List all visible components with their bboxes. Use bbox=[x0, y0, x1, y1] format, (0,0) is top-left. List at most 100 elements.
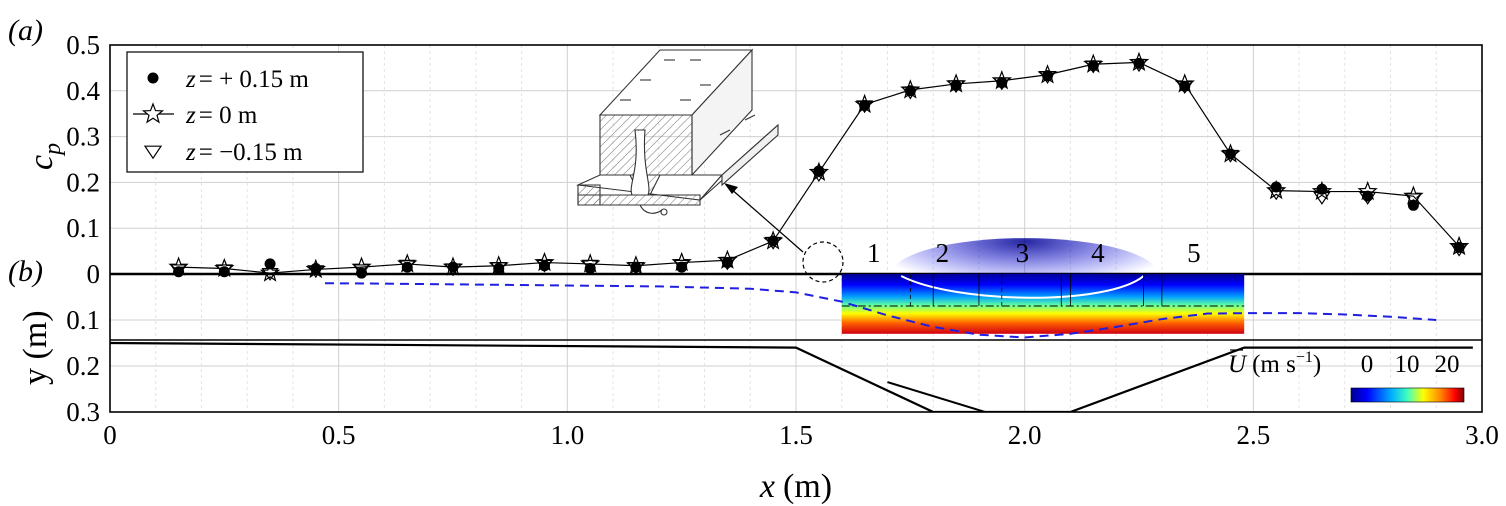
channel-wall-detail bbox=[887, 381, 989, 412]
marker-open-star bbox=[1357, 180, 1378, 201]
marker-filled-circle bbox=[584, 263, 596, 275]
marker-open-triangle bbox=[169, 264, 188, 278]
colorbar-tick-label: 20 bbox=[1435, 351, 1460, 378]
zoom-arrow-head bbox=[724, 183, 738, 194]
marker-open-star bbox=[168, 256, 189, 276]
marker-open-triangle bbox=[1221, 149, 1240, 163]
marker-open-star bbox=[1174, 73, 1195, 93]
marker-open-triangle bbox=[1130, 59, 1148, 73]
marker-filled-circle bbox=[676, 261, 688, 273]
zoom-arrow-line bbox=[729, 187, 804, 253]
colorbar-symbol: U bbox=[1228, 351, 1248, 378]
y-tick-label-a: 0.4 bbox=[66, 76, 100, 106]
marker-open-triangle bbox=[1359, 191, 1377, 205]
colorbar-tick-label: 10 bbox=[1395, 351, 1420, 378]
marker-open-triangle bbox=[444, 263, 462, 277]
marker-filled-circle bbox=[1270, 181, 1282, 193]
marker-open-star bbox=[1403, 185, 1424, 205]
x-tick-label: 2.0 bbox=[1008, 420, 1042, 450]
x-tick-label: 1.5 bbox=[779, 420, 813, 450]
y-tick-label-a: 0.5 bbox=[66, 30, 100, 60]
channel-boundary bbox=[110, 341, 1473, 412]
marker-open-triangle bbox=[718, 257, 737, 271]
colorbar-label: U (m s−1) bbox=[1228, 349, 1321, 378]
marker-open-star bbox=[534, 251, 555, 272]
legend-label-symbol: z bbox=[185, 139, 196, 166]
y-tick-label-a: 0.1 bbox=[66, 213, 100, 243]
legend-marker-circle bbox=[147, 72, 159, 84]
marker-open-triangle bbox=[1176, 81, 1194, 95]
legend-label: z = 0 m bbox=[185, 102, 258, 129]
y-axis-b-title: y (m) bbox=[17, 310, 54, 385]
cp-subscript: p bbox=[40, 143, 66, 157]
zoom-circle bbox=[802, 241, 844, 283]
x-tick-label: 1.0 bbox=[550, 420, 584, 450]
marker-open-triangle bbox=[261, 267, 279, 281]
marker-open-triangle bbox=[764, 236, 782, 250]
panel-label-a: (a) bbox=[8, 14, 43, 47]
marker-open-triangle bbox=[947, 80, 965, 94]
inset-rail-illustration bbox=[575, 48, 779, 216]
panel-label-b: (b) bbox=[8, 255, 43, 288]
marker-open-triangle bbox=[307, 265, 325, 279]
legend-box bbox=[126, 51, 364, 173]
velocity-colormap bbox=[324, 238, 1437, 339]
colorbar-unit-exp: −1 bbox=[1296, 349, 1313, 366]
surface-profile-dashed bbox=[324, 282, 1437, 339]
y-axis-b-ticks: 0.1 0.2 0.3 bbox=[66, 305, 100, 427]
marker-open-triangle bbox=[490, 262, 508, 275]
marker-open-star bbox=[351, 256, 372, 276]
x-unit: (m) bbox=[783, 468, 832, 505]
marker-open-star bbox=[1448, 235, 1470, 256]
marker-filled-circle bbox=[813, 165, 825, 177]
y-axis-a-title: cp bbox=[23, 143, 66, 170]
colorbar: U (m s−1) 0 10 20 bbox=[1228, 349, 1465, 403]
cp-symbol: c bbox=[23, 155, 60, 170]
marker-open-triangle bbox=[1450, 243, 1468, 257]
colorbar-unit: (m s bbox=[1252, 351, 1296, 378]
y-tick-label-a: 0.3 bbox=[66, 122, 100, 152]
x-axis-ticks: 0 0.5 1.0 1.5 2.0 2.5 3.0 bbox=[103, 420, 1499, 450]
y-tick-label-b: 0.2 bbox=[66, 351, 100, 381]
plot-frame bbox=[109, 44, 1483, 413]
legend-label: z = + 0.15 m bbox=[185, 66, 309, 93]
marker-open-triangle bbox=[1038, 71, 1057, 84]
marker-open-triangle bbox=[352, 264, 371, 278]
x-tick-label: 3.0 bbox=[1465, 420, 1499, 450]
marker-open-star bbox=[671, 251, 692, 272]
y-tick-label-b: 0.1 bbox=[66, 305, 100, 335]
x-tick-label: 0.5 bbox=[322, 420, 356, 450]
legend: z = + 0.15 mz = 0 mz = −0.15 m bbox=[126, 51, 364, 173]
x-tick-label: 0 bbox=[103, 420, 117, 450]
legend-label-value: = −0.15 m bbox=[199, 139, 303, 166]
marker-open-triangle bbox=[1084, 60, 1102, 74]
section-label: 5 bbox=[1187, 238, 1201, 268]
section-labels: 1 2 3 4 5 bbox=[867, 238, 1201, 268]
marker-open-triangle bbox=[673, 259, 691, 273]
legend-marker-star bbox=[141, 102, 165, 124]
cp-series bbox=[168, 51, 1470, 282]
colorbar-unit-close: ) bbox=[1313, 351, 1321, 378]
panel-b-channel bbox=[110, 272, 1482, 412]
y-tick-label-b: 0.3 bbox=[66, 397, 100, 427]
marker-open-triangle bbox=[398, 259, 416, 273]
marker-open-triangle bbox=[627, 262, 645, 275]
marker-open-triangle bbox=[581, 259, 599, 273]
colorbar-tick-label: 0 bbox=[1361, 351, 1374, 378]
legend-label-symbol: z bbox=[185, 102, 196, 129]
legend-marker-triangle bbox=[143, 145, 163, 160]
legend-label-symbol: z bbox=[185, 66, 196, 93]
marker-open-triangle bbox=[1404, 193, 1423, 207]
y-axis-a-ticks: 0.5 0.4 0.3 0.2 0.1 0 bbox=[66, 30, 100, 289]
x-axis-title: x (m) bbox=[759, 468, 832, 505]
x-symbol: x bbox=[759, 468, 775, 505]
marker-filled-circle bbox=[356, 267, 368, 279]
section-label: 2 bbox=[936, 238, 950, 268]
marker-open-star bbox=[717, 249, 738, 269]
marker-open-triangle bbox=[901, 86, 919, 100]
legend-label-value: = + 0.15 m bbox=[199, 66, 310, 93]
marker-open-triangle bbox=[810, 169, 828, 182]
y-tick-label-a: 0.2 bbox=[66, 167, 100, 197]
colormap-contour bbox=[900, 275, 1145, 299]
marker-open-triangle bbox=[993, 77, 1011, 91]
